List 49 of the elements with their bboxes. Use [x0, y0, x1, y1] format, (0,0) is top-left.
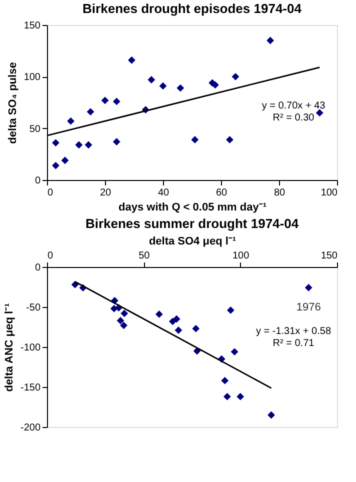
point — [86, 108, 94, 116]
point — [52, 139, 60, 147]
point — [266, 36, 274, 44]
point — [128, 56, 136, 64]
x-axis-title: days with Q < 0.05 mm day⁻¹ — [118, 202, 267, 214]
y-tick-label: 100 — [24, 72, 41, 84]
point — [84, 141, 92, 149]
annotation: R² = 0.71 — [272, 338, 315, 349]
annotation: R² = 0.30 — [272, 112, 315, 124]
point — [191, 136, 199, 144]
annotation: y = 0.70x + 43 — [262, 100, 326, 112]
x-tick-label: 150 — [320, 250, 338, 262]
point — [101, 96, 109, 104]
annotation: y = -1.31x + 0.58 — [256, 326, 332, 337]
point — [226, 136, 234, 144]
point — [75, 141, 83, 149]
x-tick-label: 20 — [100, 188, 112, 198]
point — [316, 109, 324, 117]
chart-title: Birkenes drought episodes 1974-04 — [82, 1, 302, 16]
x-axis-title: delta SO4 μeq l⁻¹ — [148, 236, 236, 248]
y-tick-label: -100 — [20, 342, 41, 354]
annotation: 1976 — [296, 302, 321, 314]
y-tick-label: 0 — [34, 262, 41, 274]
x-tick-label: 0 — [48, 188, 54, 198]
point — [112, 138, 120, 146]
x-tick-label: 100 — [232, 250, 250, 262]
y-axis-title: delta ANC μeq l⁻¹ — [3, 302, 16, 392]
x-tick-label: 50 — [138, 250, 150, 262]
x-tick-label: 80 — [274, 188, 286, 198]
x-tick-label: 0 — [48, 250, 54, 262]
point — [148, 76, 156, 84]
x-tick-label: 60 — [216, 188, 228, 198]
y-tick-label: 150 — [24, 20, 41, 32]
y-axis-title: delta SO₄ pulse — [6, 62, 19, 144]
point — [176, 84, 184, 92]
point — [52, 162, 60, 170]
point — [67, 117, 74, 125]
x-tick-label: 100 — [320, 188, 338, 198]
y-tick-label: -200 — [20, 422, 41, 434]
point — [61, 156, 69, 164]
point — [232, 72, 240, 80]
point — [159, 82, 167, 90]
y-tick-label: 0 — [34, 176, 41, 186]
x-tick-label: 40 — [158, 188, 170, 198]
chart-title: Birkenes summer drought 1974-04 — [85, 216, 300, 231]
point — [112, 98, 120, 106]
y-tick-label: -150 — [20, 382, 41, 394]
y-tick-label: 50 — [29, 124, 41, 135]
y-tick-label: -50 — [26, 302, 41, 314]
